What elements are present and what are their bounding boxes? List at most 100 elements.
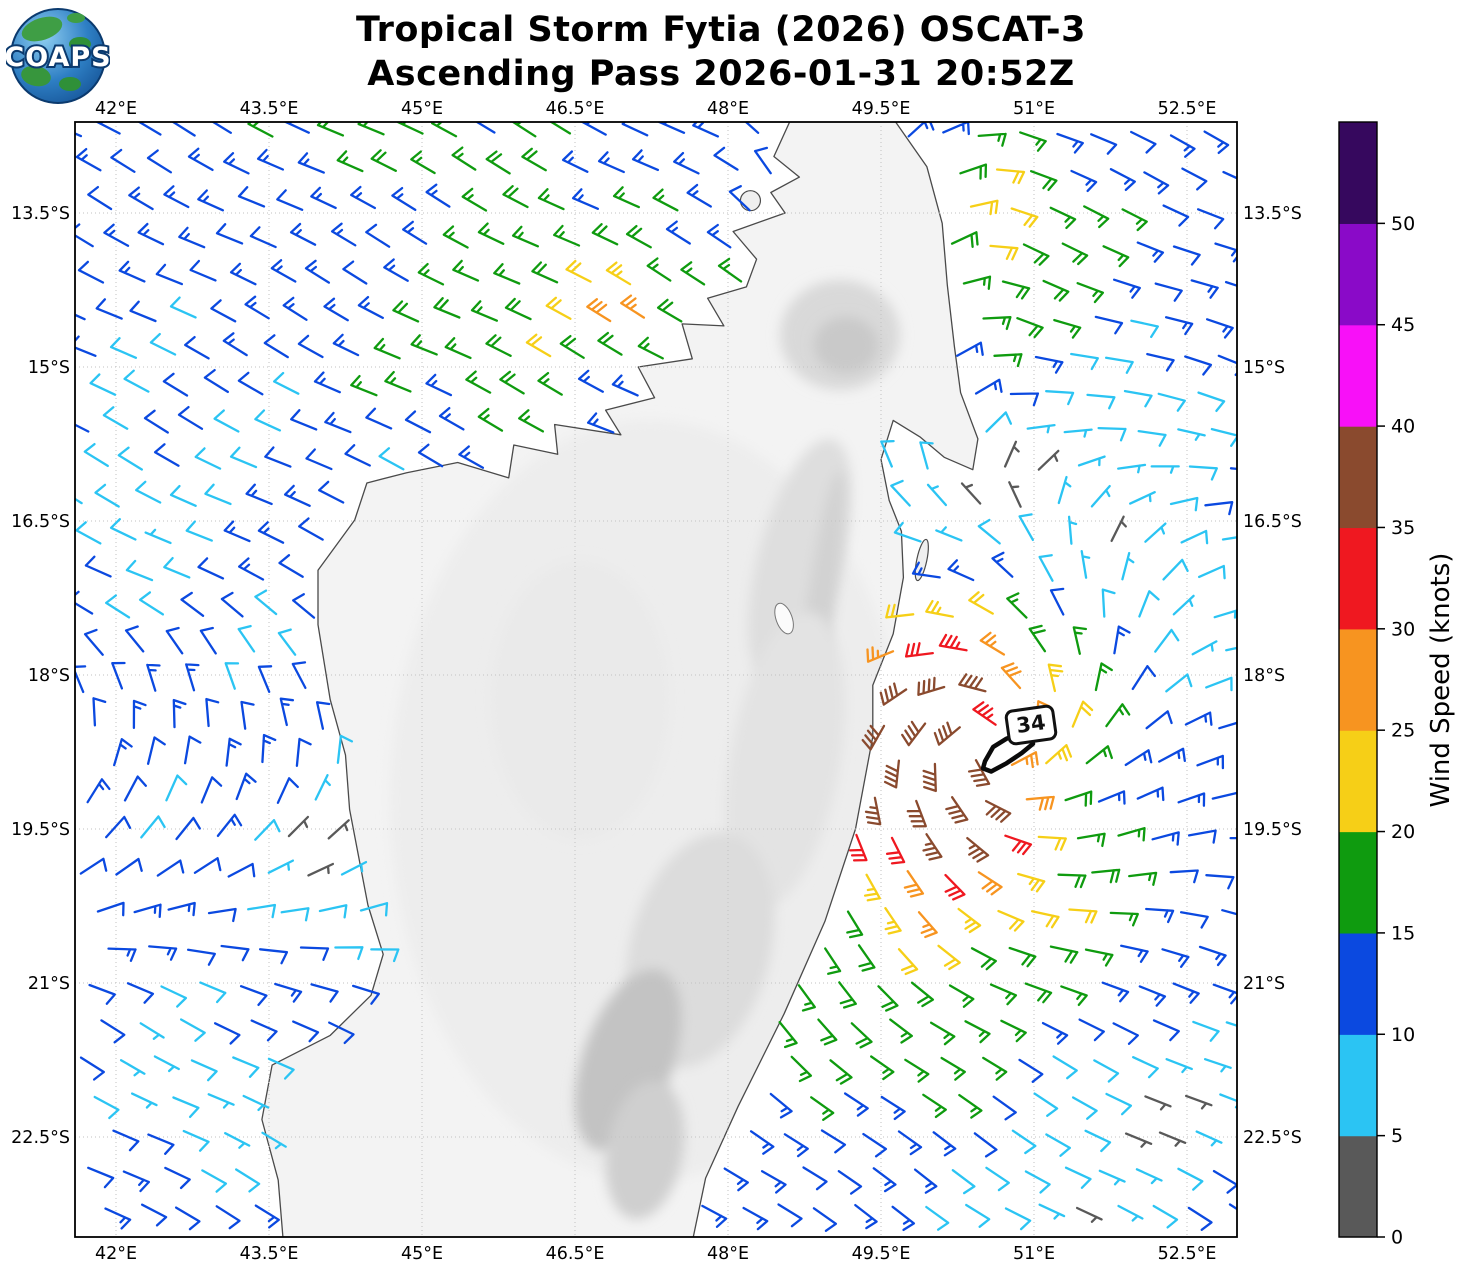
wind-barb: [305, 448, 333, 471]
wind-barb: [261, 733, 277, 764]
wind-barb: [880, 439, 895, 468]
wind-barb: [149, 332, 177, 356]
wind-barb: [245, 483, 273, 506]
wind-barb: [425, 373, 453, 397]
wind-barb: [742, 1206, 769, 1231]
wind-barb: [92, 697, 107, 727]
wind-barb: [797, 984, 816, 1012]
wind-barb: [277, 628, 297, 656]
wind-barb: [1094, 315, 1124, 335]
wind-barb: [119, 1059, 146, 1077]
wind-barb: [485, 334, 512, 357]
wind-barb: [410, 150, 436, 175]
wind-barb: [1212, 983, 1237, 1005]
wind-barb: [962, 275, 992, 290]
wind-barb: [147, 1133, 175, 1155]
colorbar-tick-label: 45: [1391, 314, 1415, 336]
wind-barb: [1218, 721, 1237, 730]
wind-barb: [193, 857, 222, 874]
wind-barb: [1128, 871, 1158, 886]
globe-continent: [69, 37, 91, 51]
wind-barb: [525, 333, 552, 358]
wind-barb: [970, 947, 997, 971]
y-tick-label-left: 21°S: [28, 974, 70, 994]
wind-barb: [1192, 1020, 1220, 1042]
wind-barb: [278, 554, 304, 578]
wind-barb: [1001, 280, 1031, 300]
wind-barb: [1045, 744, 1073, 765]
wind-barb: [280, 907, 310, 922]
wind-barb: [1009, 392, 1040, 407]
wind-barb: [315, 701, 331, 730]
wind-barb: [744, 122, 760, 134]
colorbar-tick-label: 15: [1391, 922, 1415, 944]
wind-barb: [1025, 795, 1055, 811]
wind-barb: [392, 300, 420, 323]
wind-barb: [1158, 1131, 1187, 1147]
wind-barb: [1190, 279, 1219, 299]
wind-barb: [890, 479, 911, 507]
wind-barb: [879, 682, 908, 706]
wind-barb: [817, 1018, 838, 1046]
wind-barb: [336, 150, 364, 173]
graticule: [75, 122, 1237, 1237]
wind-barb: [1061, 242, 1089, 266]
wind-barb: [396, 122, 424, 135]
wind-barb: [499, 370, 525, 395]
wind-barb: [992, 1095, 1017, 1121]
wind-barb: [1181, 167, 1208, 191]
wind-barb: [167, 901, 196, 917]
wind-barb: [591, 223, 619, 246]
wind-barb: [118, 260, 146, 283]
wind-barb: [1162, 204, 1190, 227]
wind-barb: [973, 1132, 998, 1158]
wind-barb: [1224, 280, 1237, 287]
wind-barb: [889, 1018, 913, 1044]
wind-barb: [1060, 985, 1088, 1007]
wind-barb: [1229, 467, 1237, 471]
wind-barb: [531, 261, 559, 284]
wind-barb: [559, 334, 585, 359]
wind-barb: [273, 371, 300, 395]
wind-barb: [133, 903, 162, 919]
wind-barb: [1085, 745, 1113, 765]
wind-barb: [182, 1129, 210, 1152]
wind-barb: [203, 368, 229, 394]
wind-barb: [977, 871, 1003, 896]
wind-barb: [1146, 352, 1175, 372]
wind-barb: [979, 631, 1006, 656]
wind-barb: [1117, 1204, 1144, 1222]
x-tick-label-bottom: 45°E: [401, 1244, 443, 1264]
wind-barb: [244, 295, 270, 320]
wind-barb: [504, 297, 532, 321]
colorbar-segment: [1339, 426, 1377, 529]
wind-barb: [958, 673, 987, 693]
wind-barb: [155, 263, 184, 286]
wind-barb: [442, 225, 469, 249]
wind-barb: [1071, 700, 1094, 728]
wind-barb: [187, 147, 214, 172]
wind-barb: [204, 483, 232, 506]
wind-barb: [1045, 390, 1075, 406]
wind-barb: [144, 528, 172, 545]
wind-barb: [88, 983, 116, 1005]
wind-barb: [254, 1204, 280, 1229]
wind-barb: [105, 815, 132, 839]
wind-barb: [1152, 1019, 1180, 1042]
wind-barb: [925, 1205, 950, 1231]
wind-barb: [156, 859, 185, 877]
wind-barb: [1138, 590, 1160, 618]
wind-barb: [104, 1207, 132, 1230]
wind-barb: [229, 262, 257, 286]
colorbar-segment: [1339, 324, 1377, 427]
wind-barb: [175, 816, 201, 841]
wind-barb: [862, 1132, 888, 1158]
wind-barb: [1067, 515, 1078, 545]
wind-barb: [728, 185, 751, 212]
wind-barb: [1169, 134, 1196, 158]
wind-barb: [185, 663, 200, 692]
wind-barb: [458, 445, 485, 469]
wind-barb: [184, 335, 210, 360]
wind-barb: [1098, 1169, 1126, 1186]
wind-barb: [177, 405, 204, 430]
